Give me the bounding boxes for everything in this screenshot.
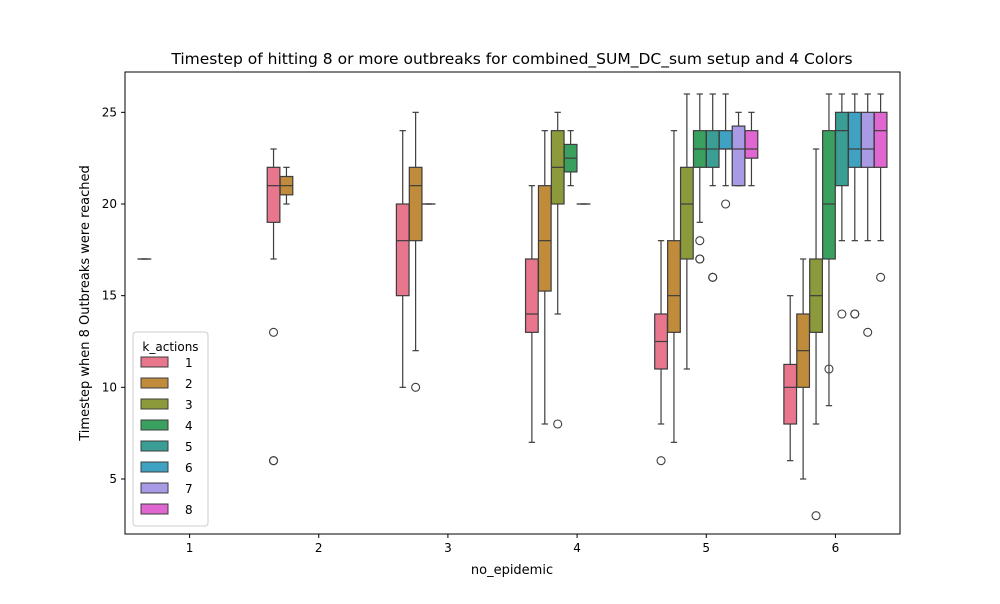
box-series-2-category-6[interactable] [797, 259, 810, 479]
outlier-point [554, 420, 562, 428]
outlier-point [812, 512, 820, 520]
box-series-1-category-2[interactable] [267, 149, 280, 465]
box-iqr [784, 364, 797, 424]
box-series-1-category-6[interactable] [784, 296, 797, 461]
box-series-3-category-6[interactable] [810, 149, 823, 520]
box-iqr [526, 259, 539, 332]
outlier-point [412, 383, 420, 391]
legend-label: 5 [185, 440, 193, 454]
box-iqr [861, 112, 874, 167]
outlier-point [270, 328, 278, 336]
box-series-7-category-5[interactable] [732, 112, 745, 185]
outlier-point [851, 310, 859, 318]
box-series-5-category-6[interactable] [836, 94, 849, 318]
legend-swatch [141, 399, 168, 409]
legend-label: 2 [185, 377, 193, 391]
y-tick-label: 5 [109, 472, 117, 486]
outlier-point [270, 457, 278, 465]
x-tick-label: 2 [315, 541, 323, 555]
plot-area [138, 94, 887, 520]
legend-swatch [141, 483, 168, 493]
outlier-point [696, 255, 704, 263]
legend-label: 4 [185, 419, 193, 433]
box-iqr [732, 126, 745, 186]
legend-label: 6 [185, 461, 193, 475]
box-series-4-category-6[interactable] [823, 94, 836, 406]
legend-swatch [141, 378, 168, 388]
plot-frame [125, 72, 900, 534]
box-series-8-category-6[interactable] [874, 94, 887, 281]
box-iqr [719, 131, 732, 149]
box-series-4-category-4[interactable] [564, 131, 577, 186]
legend-label: 1 [185, 356, 193, 370]
box-iqr [396, 204, 409, 296]
legend-swatch [141, 357, 168, 367]
legend[interactable]: k_actions 1 2 3 4 5 6 7 8 [133, 332, 208, 526]
legend-swatch [141, 504, 168, 514]
legend-swatch [141, 441, 168, 451]
x-tick-label: 5 [702, 541, 710, 555]
y-tick-label: 20 [102, 197, 117, 211]
box-iqr [267, 167, 280, 222]
box-iqr [681, 167, 694, 259]
y-tick-label: 15 [102, 289, 117, 303]
legend-swatch [141, 462, 168, 472]
box-iqr [823, 131, 836, 259]
outlier-point [864, 328, 872, 336]
outlier-point [696, 237, 704, 245]
x-axis-label: no_epidemic [471, 563, 553, 578]
y-tick-label: 10 [102, 380, 117, 394]
x-tick-label: 1 [186, 541, 194, 555]
box-series-3-category-4[interactable] [551, 112, 564, 428]
x-tick-label: 4 [573, 541, 581, 555]
box-iqr [409, 167, 422, 240]
outlier-point [709, 273, 717, 281]
outlier-point [838, 310, 846, 318]
y-tick-label: 25 [102, 105, 117, 119]
box-iqr [668, 241, 681, 333]
box-series-7-category-6[interactable] [861, 94, 874, 336]
x-tick-label: 6 [832, 541, 840, 555]
box-series-2-category-2[interactable] [280, 167, 293, 204]
box-series-1-category-4[interactable] [526, 186, 539, 443]
box-iqr [745, 131, 758, 159]
box-iqr [848, 112, 861, 167]
box-series-2-category-5[interactable] [668, 131, 681, 443]
box-series-8-category-5[interactable] [745, 112, 758, 185]
y-axis-label: Timestep when 8 Outbreaks were reached [78, 165, 93, 441]
box-series-6-category-5[interactable] [719, 94, 732, 208]
box-series-4-category-5[interactable] [693, 94, 706, 263]
box-series-6-category-6[interactable] [848, 94, 861, 318]
chart-title: Timestep of hitting 8 or more outbreaks … [170, 50, 852, 69]
box-series-1-category-3[interactable] [396, 131, 409, 388]
box-iqr [836, 112, 849, 185]
legend-label: 8 [185, 503, 193, 517]
legend-label: 7 [185, 482, 193, 496]
outlier-point [657, 457, 665, 465]
box-iqr [874, 112, 887, 167]
box-series-3-category-5[interactable] [681, 94, 694, 369]
box-series-5-category-5[interactable] [706, 94, 719, 281]
box-iqr [538, 186, 551, 291]
box-series-1-category-5[interactable] [655, 241, 668, 465]
legend-label: 3 [185, 398, 193, 412]
box-series-2-category-3[interactable] [409, 112, 422, 391]
legend-title: k_actions [142, 340, 198, 354]
outlier-point [877, 273, 885, 281]
legend-swatch [141, 420, 168, 430]
x-tick-label: 3 [444, 541, 452, 555]
outlier-point [722, 200, 730, 208]
box-series-2-category-4[interactable] [538, 131, 551, 424]
